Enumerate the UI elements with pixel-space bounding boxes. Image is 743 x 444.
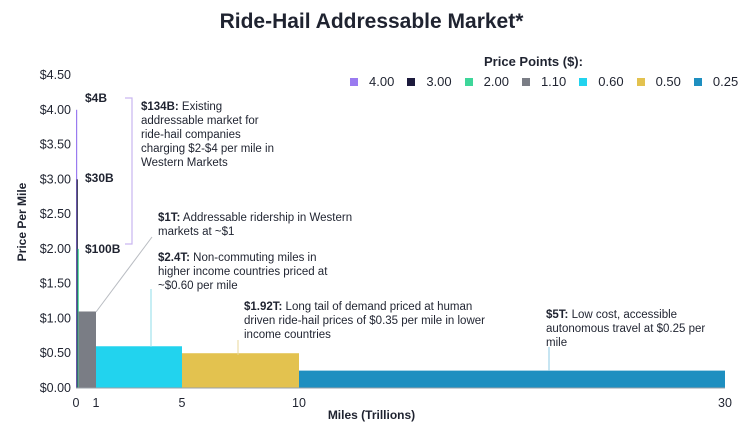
- legend-label: 0.50: [655, 74, 681, 89]
- legend-swatch: [521, 77, 530, 86]
- bar-segment: [77, 248, 79, 388]
- y-tick-label: $3.50: [40, 138, 71, 152]
- annotation-1-92t-value: $1.92T:: [244, 301, 283, 313]
- x-axis-label: Miles (Trillions): [0, 408, 743, 422]
- y-tick-label: $2.50: [40, 207, 71, 221]
- y-tick-label: $4.00: [40, 103, 71, 117]
- y-tick-label: $4.50: [40, 68, 71, 82]
- legend-title: Price Points ($):: [484, 54, 583, 69]
- bar-segment: [78, 311, 96, 388]
- annotation-134b-value: $134B:: [141, 101, 179, 113]
- legend-item: 0.25: [693, 74, 739, 89]
- annotation-1t: $1T: Addressable ridership in Western ma…: [158, 211, 373, 239]
- legend-item: 0.60: [579, 74, 624, 89]
- y-tick-label: $2.00: [40, 242, 71, 256]
- bar-segment: [96, 346, 182, 388]
- annotation-134b-text: Existing addressable market for ride-hai…: [141, 101, 274, 169]
- legend-item: 3.00: [407, 74, 452, 89]
- leader-line-1t: [95, 236, 153, 313]
- annotation-134b: $134B: Existing addressable market for r…: [141, 100, 276, 170]
- x-tick-label: 5: [179, 396, 186, 410]
- side-label-4b: $4B: [85, 91, 108, 105]
- annotation-2-4t-value: $2.4T:: [158, 252, 190, 264]
- annotation-5t-value: $5T:: [546, 309, 569, 321]
- legend-swatch: [636, 77, 645, 86]
- bracket-line: [125, 97, 133, 245]
- bar-segment: [182, 353, 299, 388]
- annotation-5t: $5T: Low cost, accessible autonomous tra…: [546, 308, 726, 350]
- y-tick-label: $0.50: [40, 346, 71, 360]
- legend: 4.00 3.00 2.00 1.10 0.60 0.50 0.25: [350, 74, 743, 89]
- legend-swatch: [350, 77, 358, 86]
- y-axis-label: Price Per Mile: [15, 182, 29, 262]
- annotation-5t-text: Low cost, accessible autonomous travel a…: [546, 309, 706, 349]
- chart-title: Ride-Hail Addressable Market*: [219, 10, 524, 33]
- annotation-1-92t-text: Long tail of demand priced at human driv…: [244, 301, 485, 341]
- annotation-2-4t: $2.4T: Non-commuting miles in higher inc…: [158, 251, 348, 293]
- annotation-1t-value: $1T:: [158, 212, 181, 224]
- legend-item: 1.10: [521, 74, 567, 89]
- bar-segment: [76, 179, 78, 388]
- legend-label: 4.00: [369, 74, 395, 89]
- annotation-1-92t: $1.92T: Long tail of demand priced at hu…: [244, 300, 489, 342]
- x-tick-label: 0: [73, 396, 80, 410]
- x-axis-label-text: Miles (Trillions): [327, 408, 416, 422]
- y-tick-label: $3.00: [40, 172, 71, 186]
- legend-item: 2.00: [464, 74, 509, 89]
- annotation-1t-text: Addressable ridership in Western markets…: [158, 212, 353, 238]
- side-label-100b: $100B: [85, 242, 121, 256]
- bar-segment: [299, 370, 725, 388]
- legend-swatch: [693, 77, 702, 86]
- legend-label: 3.00: [426, 74, 452, 89]
- legend-label: 1.10: [540, 74, 567, 89]
- legend-item: 4.00: [350, 74, 394, 89]
- y-tick-label: $1.00: [40, 311, 71, 325]
- y-tick-label: $1.50: [40, 277, 71, 291]
- x-tick-label: 30: [718, 396, 732, 410]
- legend-swatch: [464, 77, 473, 86]
- legend-swatch: [407, 77, 416, 86]
- annotation-2-4t-text: Non-commuting miles in higher income cou…: [158, 252, 328, 292]
- legend-swatch: [579, 77, 588, 86]
- legend-label: 2.00: [483, 74, 509, 89]
- side-label-30b: $30B: [85, 171, 114, 185]
- y-tick-label: $0.00: [40, 381, 71, 395]
- x-tick-label: 1: [93, 396, 100, 410]
- legend-label: 0.25: [712, 74, 739, 89]
- legend-label: 0.60: [598, 74, 624, 89]
- legend-item: 0.50: [636, 74, 681, 89]
- x-tick-label: 10: [292, 396, 306, 410]
